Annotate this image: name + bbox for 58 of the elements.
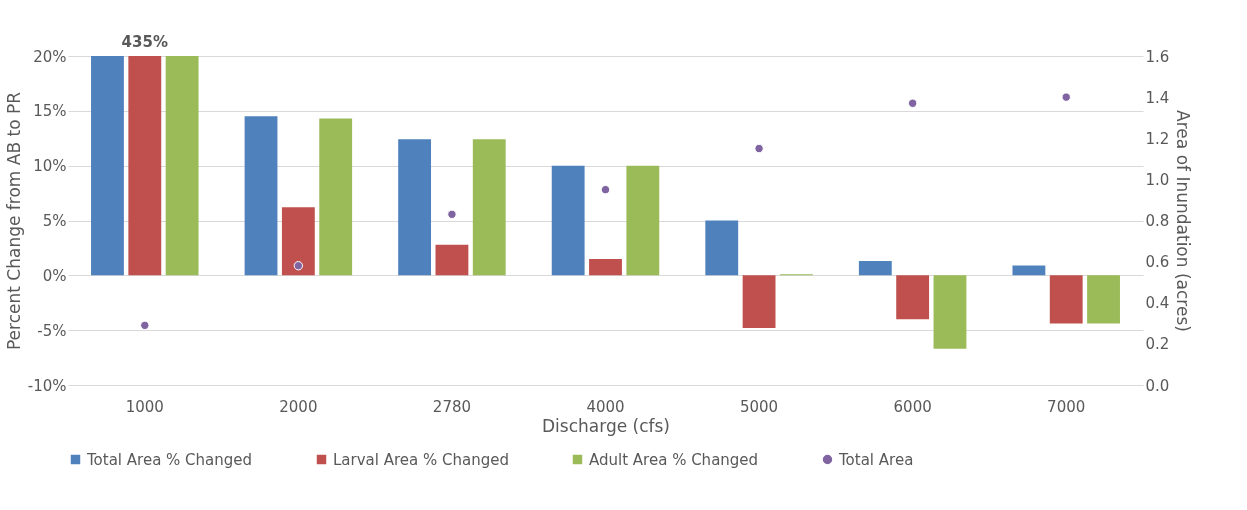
x-tick-label: 2000	[279, 397, 318, 416]
x-tick-label: 4000	[586, 397, 625, 416]
bar	[281, 207, 315, 276]
y-tick-label: -10%	[27, 376, 67, 395]
bar	[933, 275, 967, 349]
y-tick-label: 20%	[33, 47, 67, 66]
y2-tick-label: 0.8	[1145, 212, 1170, 230]
point	[293, 261, 304, 271]
legend-label: Larval Area % Changed	[333, 450, 509, 469]
point	[1061, 92, 1071, 102]
bar	[244, 116, 278, 276]
point	[600, 184, 611, 195]
bar	[742, 275, 776, 328]
y2-tick-label: 0.6	[1145, 253, 1170, 272]
bar	[589, 258, 622, 276]
bar	[896, 275, 930, 320]
bar	[128, 56, 162, 276]
legend-label: Total Area % Changed	[86, 450, 253, 469]
bar	[626, 165, 660, 276]
annotation: 435%	[121, 33, 168, 51]
bar	[1087, 275, 1120, 324]
y2-axis-title: Area of Inundation (acres)	[1173, 110, 1194, 332]
y-tick-label: 10%	[33, 157, 67, 176]
point	[907, 98, 918, 108]
point	[447, 209, 457, 220]
y2-tick-label: 1.6	[1145, 47, 1170, 66]
y2-tick-label: 1.0	[1145, 170, 1170, 189]
bar	[1049, 275, 1083, 324]
x-axis-title: Discharge (cfs)	[541, 415, 671, 436]
bar	[398, 139, 432, 276]
x-tick-label: 5000	[739, 397, 779, 416]
y-tick-label: -5%	[37, 321, 67, 340]
y2-tick-label: 1.4	[1145, 88, 1170, 107]
bar	[705, 220, 739, 276]
y-tick-label: 0%	[42, 266, 67, 285]
point	[754, 143, 764, 154]
bar	[1012, 265, 1046, 276]
bar	[472, 139, 506, 276]
x-tick-label: 7000	[1047, 397, 1086, 416]
bar	[165, 56, 199, 276]
y2-tick-label: 0.4	[1145, 294, 1170, 313]
x-tick-label: 6000	[893, 397, 932, 416]
bar	[435, 244, 469, 276]
bar	[858, 261, 892, 276]
point	[140, 320, 150, 331]
bar	[319, 118, 353, 276]
y-axis-title: Percent Change from AB to PR	[3, 91, 24, 351]
legend-label: Adult Area % Changed	[589, 450, 759, 469]
legend-label: Total Area	[838, 450, 914, 469]
y-tick-label: 5%	[42, 212, 67, 230]
y-tick-label: 15%	[33, 102, 67, 121]
y2-tick-label: 0.2	[1145, 335, 1170, 354]
y2-tick-label: 1.2	[1145, 129, 1170, 148]
y2-tick-label: 0.0	[1145, 376, 1170, 395]
x-tick-label: 1000	[125, 397, 164, 416]
bar	[91, 56, 124, 276]
bar	[551, 165, 585, 276]
x-tick-label: 2780	[432, 397, 472, 416]
